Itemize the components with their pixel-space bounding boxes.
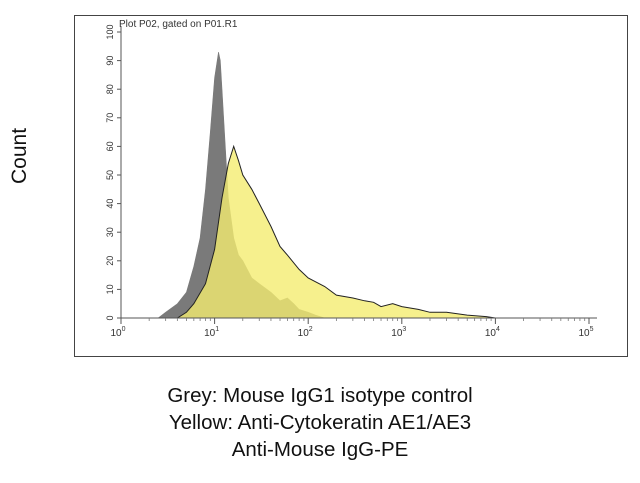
y-tick-label: 70: [105, 113, 115, 123]
histogram-chart: Plot P02, gated on P01.R1 0 10 20 30 40 50 60 7…: [105, 19, 597, 339]
y-tick-label: 90: [105, 56, 115, 66]
y-tick-label: 40: [105, 199, 115, 209]
x-tick-label: 101: [204, 326, 219, 339]
caption-grey-series: Grey: Mouse IgG1 isotype control: [167, 384, 473, 407]
x-tick-label: 100: [110, 326, 125, 339]
y-tick-label: 20: [105, 256, 115, 266]
y-tick-label: 10: [105, 284, 115, 294]
x-tick-label: 103: [391, 326, 406, 339]
caption-yellow-series: Yellow: Anti-Cytokeratin AE1/AE3: [168, 411, 472, 434]
caption-secondary-antibody: Anti-Mouse IgG-PE: [231, 438, 409, 461]
x-tick-label: 102: [298, 326, 313, 339]
histogram-series-2: [175, 144, 496, 319]
x-tick-label: 105: [578, 326, 593, 339]
y-tick-label: 50: [105, 170, 115, 180]
y-tick-label: 0: [105, 315, 115, 320]
chart-title: Plot P02, gated on P01.R1: [119, 19, 238, 30]
y-tick-label: 30: [105, 227, 115, 237]
x-tick-label: 104: [485, 326, 500, 339]
y-tick-label: 60: [105, 141, 115, 151]
y-axis-title: Count: [8, 127, 31, 184]
y-tick-label: 100: [105, 24, 115, 39]
histogram-plot: Plot P02, gated on P01.R1 0 10 20 30 40 50 60 7…: [74, 15, 628, 357]
y-tick-label: 80: [105, 84, 115, 94]
